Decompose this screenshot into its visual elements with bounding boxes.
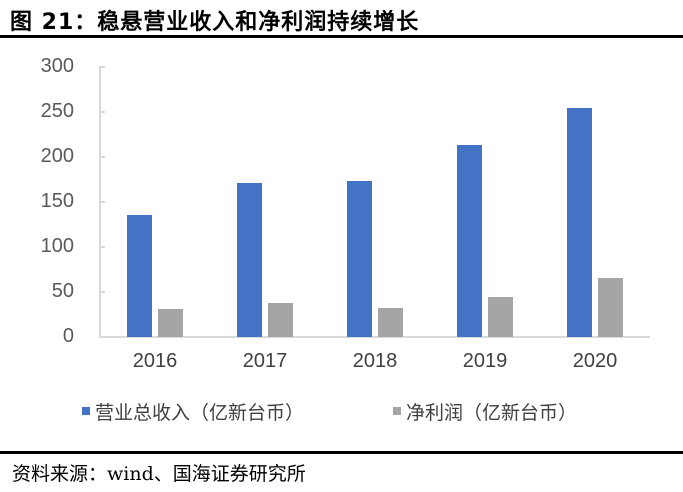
bar-revenue: [347, 181, 372, 337]
x-tick-label: 2019: [462, 350, 508, 372]
y-tick-mark: [99, 291, 105, 293]
legend-swatch-revenue: [82, 407, 90, 415]
y-tick-label: 0: [62, 325, 74, 347]
bar-net-profit: [158, 309, 183, 337]
y-tick-mark: [99, 246, 105, 248]
top-rule: [0, 35, 683, 38]
y-tick-label: 200: [40, 145, 74, 167]
legend-swatch-net-profit: [393, 407, 401, 415]
bar-net-profit: [598, 277, 623, 337]
x-tick-label: 2017: [242, 350, 288, 372]
figure-title: 图 21：稳悬营业收入和净利润持续增长: [10, 10, 420, 35]
bar-revenue: [127, 214, 152, 337]
legend-item-net-profit: 净利润（亿新台币）: [393, 398, 577, 424]
y-tick-mark: [99, 66, 105, 68]
y-tick-label: 250: [40, 100, 74, 122]
x-tick-label: 2016: [132, 350, 178, 372]
x-tick-label: 2018: [352, 350, 398, 372]
x-tick-label: 2020: [572, 350, 618, 372]
y-tick-mark: [99, 111, 105, 113]
bar-revenue: [567, 107, 592, 337]
bar-net-profit: [268, 302, 293, 337]
y-tick-mark: [99, 156, 105, 158]
x-axis-line: [99, 336, 650, 338]
y-tick-label: 50: [51, 280, 74, 302]
legend-label-net-profit: 净利润（亿新台币）: [406, 401, 578, 424]
y-tick-label: 100: [40, 235, 74, 257]
legend-item-revenue: 营业总收入（亿新台币）: [82, 398, 304, 424]
y-tick-label: 300: [40, 55, 74, 77]
bar-net-profit: [378, 308, 403, 337]
bar-revenue: [457, 145, 482, 337]
bottom-rule: [0, 451, 683, 454]
legend-label-revenue: 营业总收入（亿新台币）: [95, 401, 305, 424]
y-tick-label: 150: [40, 190, 74, 212]
source-note: 资料来源：wind、国海证券研究所: [12, 463, 306, 485]
bar-revenue: [237, 183, 262, 337]
bar-net-profit: [488, 296, 513, 337]
y-tick-mark: [99, 201, 105, 203]
